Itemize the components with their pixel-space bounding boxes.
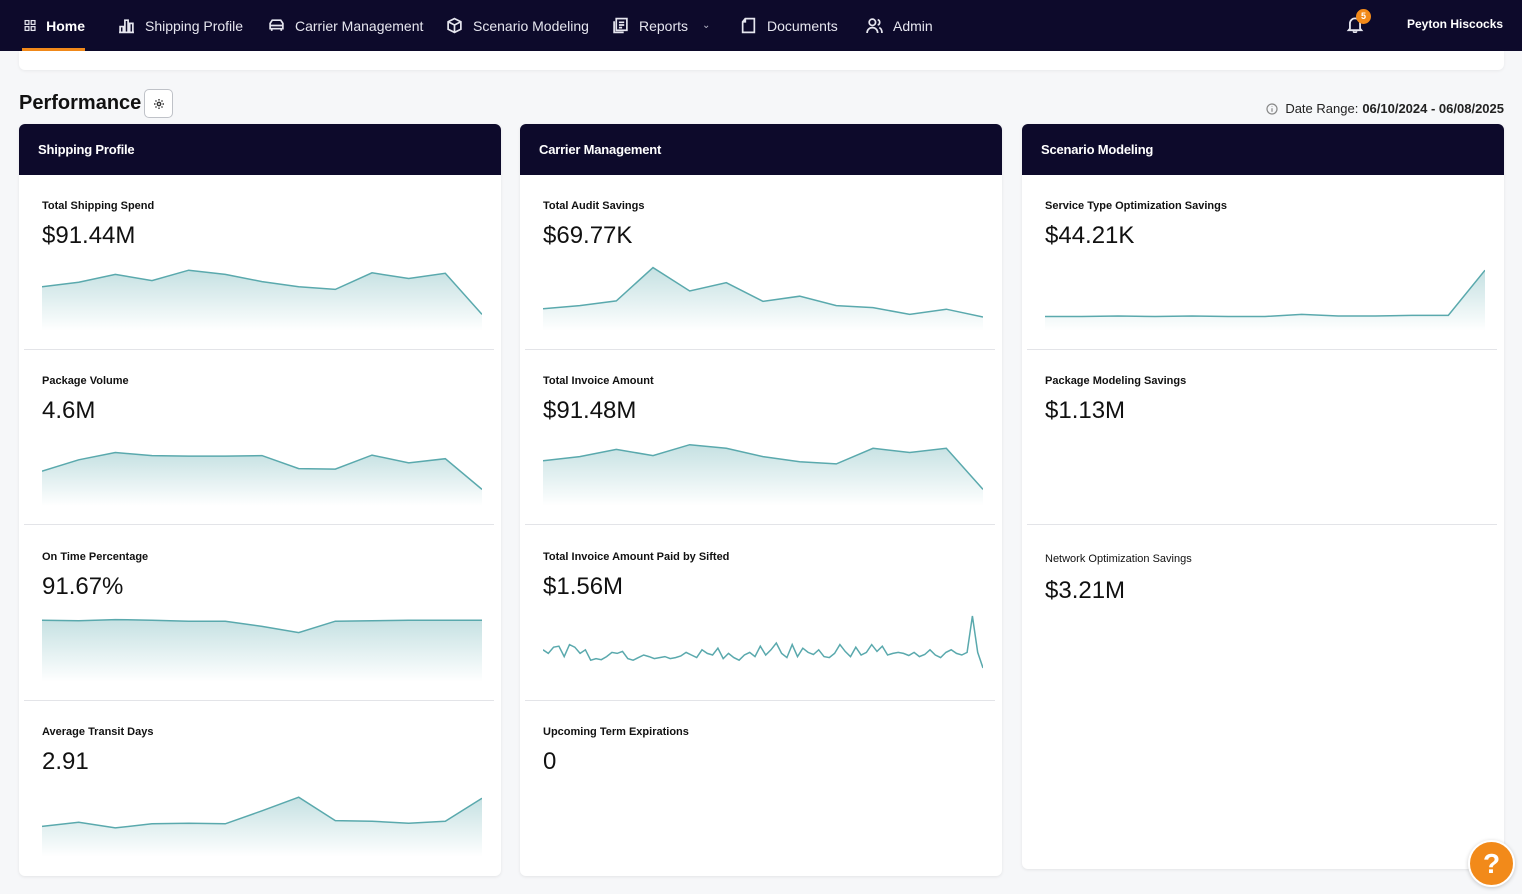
metric-card[interactable]: Total Audit Savings $69.77K <box>525 175 995 350</box>
sparkline-area <box>543 267 983 331</box>
sparkline <box>543 266 983 331</box>
nav-carrier-management[interactable]: Carrier Management <box>268 0 423 51</box>
info-icon <box>1266 102 1278 115</box>
panel-carrier-management: Carrier Management Total Audit Savings $… <box>520 124 1002 876</box>
metric-card[interactable]: Network Optimization Savings $3.21M <box>1027 526 1497 701</box>
notification-badge: 5 <box>1356 9 1371 24</box>
sparkline <box>42 269 482 331</box>
filter-strip <box>19 51 1504 70</box>
metric-value: $3.21M <box>1045 577 1126 604</box>
metric-card[interactable]: Service Type Optimization Savings $44.21… <box>1027 175 1497 350</box>
nav-shipping-profile[interactable]: Shipping Profile <box>118 0 243 51</box>
metric-card[interactable]: Package Volume 4.6M <box>24 350 494 525</box>
truck-icon <box>269 19 284 31</box>
chevron-down-icon: ⌄ <box>702 20 711 31</box>
metric-value: 0 <box>543 748 557 775</box>
sparkline-line <box>42 618 482 634</box>
nav-reports-label: Reports <box>639 17 689 34</box>
metric-label: Package Volume <box>42 375 129 387</box>
panel-title: Shipping Profile <box>19 124 501 175</box>
metric-label: Total Invoice Amount Paid by Sifted <box>543 551 730 563</box>
metric-value: 4.6M <box>42 397 96 424</box>
metric-card[interactable]: On Time Percentage 91.67% <box>24 526 494 701</box>
nav-admin[interactable]: Admin <box>866 0 933 51</box>
document-icon <box>741 17 756 34</box>
panel-title: Scenario Modeling <box>1022 124 1504 175</box>
nav-reports[interactable]: Reports ⌄ <box>612 0 710 51</box>
sparkline <box>42 618 482 682</box>
sparkline-area <box>42 797 482 857</box>
nav-scenario-modeling-label: Scenario Modeling <box>473 17 589 34</box>
metric-card[interactable]: Upcoming Term Expirations 0 <box>525 701 995 876</box>
metric-label: On Time Percentage <box>42 551 149 563</box>
help-button[interactable]: ? <box>1468 840 1515 887</box>
metric-label: Average Transit Days <box>42 726 154 738</box>
nav-shipping-profile-label: Shipping Profile <box>145 17 244 34</box>
metric-value: $91.44M <box>42 222 136 249</box>
metric-card[interactable]: Total Invoice Amount Paid by Sifted $1.5… <box>525 526 995 701</box>
sparkline <box>543 443 983 506</box>
sparkline-line <box>42 796 482 829</box>
metric-value: $69.77K <box>543 222 633 249</box>
metric-value: $1.13M <box>1045 397 1126 424</box>
metric-label: Total Shipping Spend <box>42 200 155 212</box>
nav-carrier-management-label: Carrier Management <box>295 17 424 34</box>
top-navigation: Home Shipping Profile Carrier Management… <box>0 0 1522 51</box>
date-range-label: Date Range: <box>1285 101 1359 116</box>
metric-value: $91.48M <box>543 397 637 424</box>
sparkline-area <box>543 444 983 506</box>
metric-value: $44.21K <box>1045 222 1135 249</box>
date-range: Date Range: 06/10/2024 - 06/08/2025 <box>1266 101 1504 116</box>
sparkline-line <box>1045 269 1485 318</box>
metric-label: Upcoming Term Expirations <box>543 726 689 738</box>
bar-chart-icon <box>119 19 134 34</box>
panel-scenario-modeling: Scenario Modeling Service Type Optimizat… <box>1022 124 1504 869</box>
sparkline-area <box>1045 270 1485 331</box>
nav-documents-label: Documents <box>767 17 838 34</box>
sparkline-line <box>543 615 983 669</box>
panel-title: Carrier Management <box>520 124 1002 175</box>
sparkline <box>1045 269 1485 331</box>
nav-documents[interactable]: Documents <box>740 0 838 51</box>
metric-card[interactable]: Package Modeling Savings $1.13M <box>1027 350 1497 525</box>
metric-value: 91.67% <box>42 573 124 600</box>
panel-shipping-profile: Shipping Profile Total Shipping Spend $9… <box>19 124 501 876</box>
user-menu[interactable]: Peyton Hiscocks <box>1407 17 1504 31</box>
sparkline-area <box>42 270 482 331</box>
sparkline-area <box>42 452 482 506</box>
nav-scenario-modeling[interactable]: Scenario Modeling <box>446 0 589 51</box>
metric-label: Service Type Optimization Savings <box>1045 200 1227 212</box>
sparkline <box>42 796 482 857</box>
settings-button[interactable] <box>144 89 173 118</box>
sparkline-line <box>543 443 983 490</box>
sparkline <box>42 451 482 506</box>
gear-icon <box>153 98 164 109</box>
page-title: Performance <box>19 92 142 114</box>
sparkline <box>543 615 983 669</box>
users-icon <box>866 18 883 34</box>
sparkline-area <box>42 619 482 682</box>
metric-card[interactable]: Total Invoice Amount $91.48M <box>525 350 995 525</box>
metric-label: Package Modeling Savings <box>1045 375 1187 387</box>
metric-label: Network Optimization Savings <box>1045 553 1192 565</box>
sparkline-line <box>543 266 983 318</box>
metric-value: $1.56M <box>543 573 624 600</box>
sparkline-line <box>42 451 482 490</box>
cube-icon <box>447 17 462 34</box>
metric-card[interactable]: Average Transit Days 2.91 <box>24 701 494 876</box>
nav-home-label: Home <box>46 17 85 34</box>
metric-label: Total Invoice Amount <box>543 375 654 387</box>
metric-value: 2.91 <box>42 748 89 775</box>
date-range-value: 06/10/2024 - 06/08/2025 <box>1362 101 1504 116</box>
reports-icon <box>613 17 628 34</box>
metric-card[interactable]: Total Shipping Spend $91.44M <box>24 175 494 350</box>
grid-icon <box>24 19 36 32</box>
sparkline-line <box>42 269 482 315</box>
nav-admin-label: Admin <box>893 17 933 34</box>
metric-label: Total Audit Savings <box>543 200 645 212</box>
nav-home[interactable]: Home <box>22 0 85 51</box>
